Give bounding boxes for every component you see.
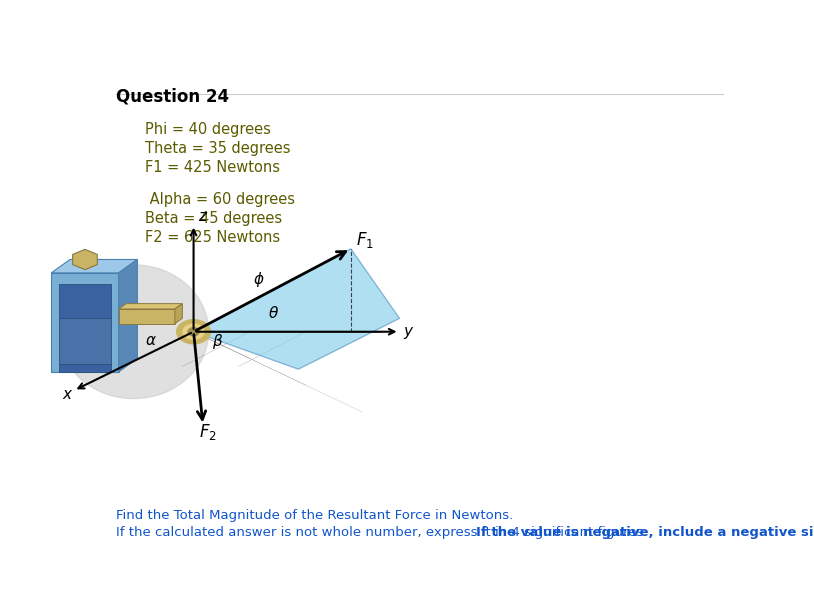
Text: $\beta$: $\beta$ (212, 333, 224, 351)
Polygon shape (175, 303, 182, 323)
Text: $F_1$: $F_1$ (357, 230, 374, 250)
Text: Alpha = 60 degrees: Alpha = 60 degrees (145, 192, 295, 207)
Polygon shape (72, 249, 98, 270)
Text: Question 24: Question 24 (116, 88, 229, 106)
Text: $\alpha$: $\alpha$ (145, 333, 157, 348)
Circle shape (183, 324, 204, 339)
Polygon shape (119, 303, 182, 309)
Text: Theta = 35 degrees: Theta = 35 degrees (145, 141, 290, 156)
Text: $F_2$: $F_2$ (199, 423, 217, 443)
Text: $\phi$: $\phi$ (253, 269, 265, 289)
Polygon shape (194, 249, 400, 369)
Text: Find the Total Magnitude of the Resultant Force in Newtons.: Find the Total Magnitude of the Resultan… (116, 510, 513, 522)
Text: F2 = 625 Newtons: F2 = 625 Newtons (145, 230, 280, 245)
Polygon shape (51, 273, 119, 372)
Polygon shape (59, 265, 208, 399)
Polygon shape (51, 260, 138, 273)
Text: $\theta$: $\theta$ (269, 305, 279, 322)
Text: z: z (198, 209, 206, 224)
Text: If the calculated answer is not whole number, express it in 4 significant figure: If the calculated answer is not whole nu… (116, 526, 651, 539)
Circle shape (188, 328, 199, 336)
Polygon shape (59, 283, 112, 319)
Text: F1 = 425 Newtons: F1 = 425 Newtons (145, 159, 280, 174)
Circle shape (177, 320, 210, 344)
Polygon shape (59, 319, 112, 364)
Text: Beta = 45 degrees: Beta = 45 degrees (145, 211, 282, 226)
Polygon shape (119, 309, 175, 323)
Text: If the value is negative, include a negative sign.: If the value is negative, include a nega… (476, 526, 814, 539)
Polygon shape (119, 260, 138, 372)
Text: Phi = 40 degrees: Phi = 40 degrees (145, 122, 270, 137)
Polygon shape (59, 364, 112, 372)
Text: y: y (403, 324, 412, 339)
Text: x: x (63, 387, 72, 402)
